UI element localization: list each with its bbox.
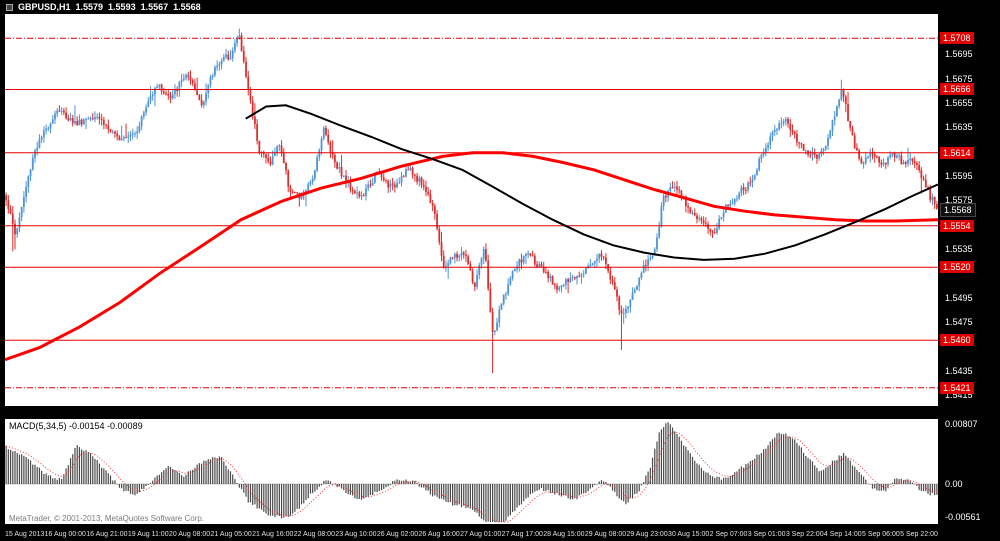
time-axis-label: 28 Aug 15:00	[543, 531, 585, 538]
chart-window-icon	[6, 3, 13, 11]
time-axis-label: 21 Aug 16:00	[252, 531, 294, 538]
time-axis-label: 30 Aug 15:00	[668, 531, 710, 538]
time-axis-label: 29 Aug 08:00	[584, 531, 627, 538]
price-level-label: 1.5708	[940, 32, 974, 44]
time-axis-label: 22 Aug 08:00	[293, 531, 335, 538]
price-level-label: 1.5614	[940, 147, 974, 159]
ma-red-line	[5, 151, 938, 362]
price-axis-tick: 1.5635	[945, 122, 973, 132]
bear-candles	[5, 35, 938, 332]
quote-open: 1.5579	[75, 2, 104, 12]
price-axis-tick: 1.5475	[945, 317, 973, 327]
price-level-label: 1.5666	[940, 83, 974, 95]
quote-close: 1.5568	[173, 2, 201, 12]
symbol-period: GBPUSD,H1	[18, 2, 71, 12]
time-axis-label: 26 Aug 02:00	[376, 531, 419, 538]
time-axis-label: 4 Sep 14:00	[823, 531, 862, 538]
time-axis-label: 26 Aug 16:00	[418, 531, 460, 538]
current-price-label: 1.5568	[940, 203, 976, 217]
price-chart[interactable]	[5, 14, 938, 406]
price-axis-tick: 1.5595	[945, 171, 973, 181]
price-axis-tick: 1.5655	[945, 98, 973, 108]
time-axis-label: 23 Aug 10:00	[335, 531, 377, 538]
macd-histogram	[5, 422, 938, 522]
time-axis-label: 20 Aug 08:00	[168, 531, 211, 538]
chart-title: GBPUSD,H1 1.5579 1.5593 1.5567 1.5568	[6, 1, 201, 13]
quote-low: 1.5567	[140, 2, 169, 12]
ma-black-line	[245, 104, 938, 261]
price-axis-tick: 1.5575	[945, 195, 973, 205]
quote-high: 1.5593	[108, 2, 136, 12]
macd-axis-min: -0.00561	[945, 512, 981, 522]
price-level-label: 1.5421	[940, 382, 974, 394]
price-level-label: 1.5460	[940, 334, 974, 346]
price-axis-tick: 1.5495	[945, 293, 973, 303]
time-axis-label: 16 Aug 21:00	[86, 531, 128, 538]
time-axis-label: 3 Sep 01:00	[747, 531, 786, 538]
price-axis-tick: 1.5535	[945, 244, 973, 254]
price-axis-tick: 1.5675	[945, 74, 973, 84]
macd-axis: 0.00807 0.00 -0.00561	[939, 419, 1000, 524]
time-axis-label: 5 Sep 22:00	[900, 531, 938, 538]
macd-indicator-label: MACD(5,34,5) -0.00154 -0.00089	[9, 421, 143, 431]
time-axis-label: 19 Aug 11:00	[127, 531, 169, 538]
time-axis-label: 21 Aug 05:00	[210, 531, 252, 538]
price-chart-canvas[interactable]	[5, 14, 938, 406]
price-axis-tick: 1.5695	[945, 49, 973, 59]
time-axis: 15 Aug 2013 16 Aug 00:00 16 Aug 21:00 19 Au…	[5, 529, 938, 540]
price-axis-tick: 1.5415	[945, 390, 973, 400]
price-axis: 1.5695 1.5675 1.5655 1.5635 1.5595 1.5575 1.55…	[939, 14, 1000, 406]
time-axis-label: 16 Aug 00:00	[44, 531, 86, 538]
time-axis-label: 15 Aug 2013	[5, 531, 45, 538]
time-axis-label: 27 Aug 01:00	[460, 531, 502, 538]
price-level-label: 1.5520	[940, 261, 974, 273]
price-level-label: 1.5554	[940, 220, 974, 232]
time-axis-label: 2 Sep 07:00	[709, 531, 748, 538]
macd-axis-max: 0.00807	[945, 419, 978, 429]
macd-signal-line	[5, 431, 938, 523]
time-axis-label: 29 Aug 23:00	[626, 531, 668, 538]
macd-panel[interactable]: MACD(5,34,5) -0.00154 -0.00089 MetaTrade…	[5, 419, 938, 524]
time-axis-label: 27 Aug 17:00	[501, 531, 543, 538]
price-axis-tick: 1.5435	[945, 366, 973, 376]
time-axis-label: 3 Sep 22:00	[785, 531, 824, 538]
time-axis-label: 5 Sep 06:00	[862, 531, 900, 538]
bear-candle-wicks	[5, 32, 938, 374]
metatrader-credit: MetaTrader, © 2001-2013, MetaQuotes Soft…	[9, 514, 205, 523]
macd-canvas[interactable]	[5, 419, 938, 524]
macd-axis-zero: 0.00	[945, 479, 963, 489]
